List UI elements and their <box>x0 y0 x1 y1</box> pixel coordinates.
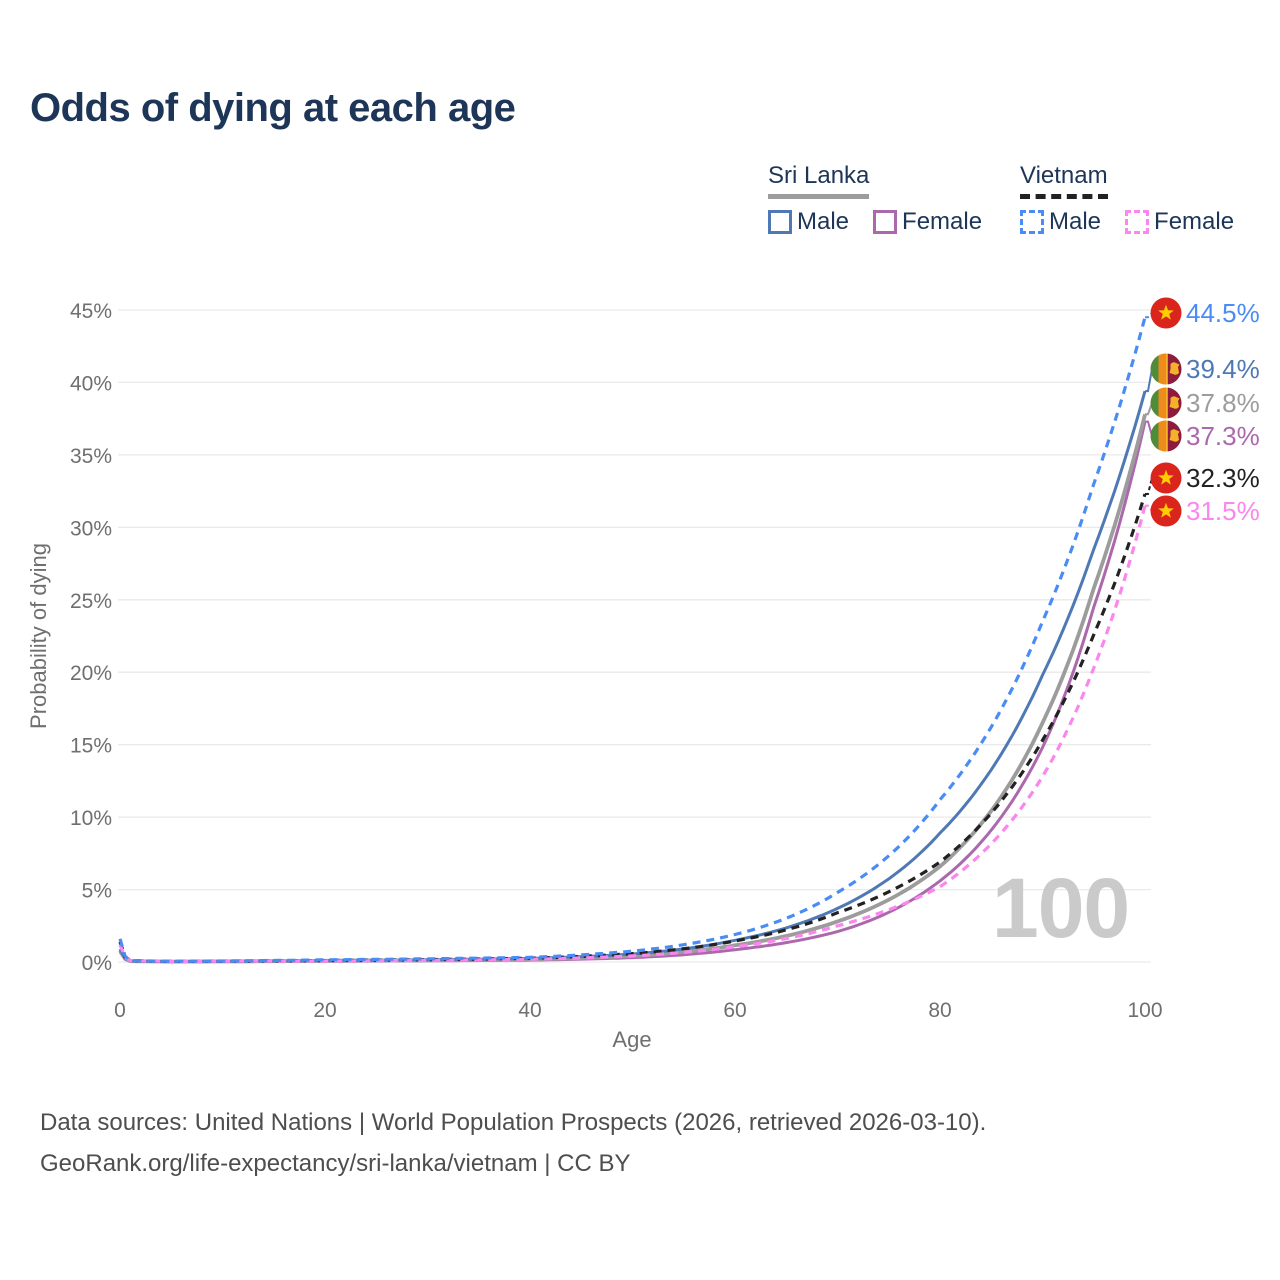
label-connector-vn_male <box>1145 312 1153 319</box>
y-tick-label: 45% <box>70 300 112 323</box>
vietnam-flag-icon <box>1150 495 1182 527</box>
legend-label-sri-lanka-male: Male <box>797 208 850 235</box>
attribution-text: GeoRank.org/life-expectancy/sri-lanka/vi… <box>40 1150 631 1177</box>
x-tick-label: 100 <box>1127 999 1162 1022</box>
legend-country-sri-lanka[interactable]: Sri Lanka <box>768 162 870 199</box>
x-tick-label: 80 <box>928 999 951 1022</box>
legend-country-vietnam[interactable]: Vietnam <box>1020 162 1108 199</box>
footer: Data sources: United Nations | World Pop… <box>40 1102 986 1184</box>
legend-label-vietnam-female: Female <box>1154 208 1235 235</box>
legend-label-vietnam-male: Male <box>1049 208 1102 235</box>
vietnam-flag-icon <box>1150 297 1182 329</box>
label-connector-sl_total <box>1145 402 1153 416</box>
x-tick-label: 0 <box>114 999 126 1022</box>
vietnam-flag-icon <box>1150 462 1182 494</box>
legend-group-sri-lanka: Sri Lanka Male Female <box>768 162 982 236</box>
page-title: Odds of dying at each age <box>30 86 516 130</box>
y-tick-label: 20% <box>70 662 112 685</box>
label-connector-sl_female <box>1145 420 1153 437</box>
y-tick-label: 35% <box>70 445 112 468</box>
legend-item-vietnam-male[interactable]: Male <box>1020 208 1101 236</box>
legend-group-vietnam: Vietnam Male Female <box>1020 162 1234 236</box>
end-value-label-vn_female: 31.5% <box>1186 496 1260 526</box>
y-tick-label: 0% <box>82 952 112 975</box>
end-value-label-sl_female: 37.3% <box>1186 421 1260 451</box>
x-tick-label: 40 <box>518 999 541 1022</box>
data-sources-text: Data sources: United Nations | World Pop… <box>40 1109 987 1136</box>
label-connector-sl_male <box>1145 368 1153 393</box>
legend-item-vietnam-female[interactable]: Female <box>1125 208 1234 236</box>
sri-lanka-flag-icon <box>1150 387 1182 419</box>
legend-swatch-sri-lanka-male[interactable] <box>768 210 792 234</box>
y-axis-title: Probability of dying <box>26 543 51 729</box>
y-tick-label: 30% <box>70 517 112 540</box>
legend-swatch-vietnam-female[interactable] <box>1125 210 1150 234</box>
end-value-label-vn_total: 32.3% <box>1186 463 1260 493</box>
series-line-vn_female <box>118 505 1147 963</box>
end-value-label-sl_male: 39.4% <box>1186 354 1260 384</box>
x-tick-label: 20 <box>313 999 336 1022</box>
y-tick-label: 10% <box>70 807 112 830</box>
end-value-label-vn_male: 44.5% <box>1186 298 1260 328</box>
legend-label-sri-lanka-female: Female <box>902 208 983 235</box>
age-watermark: 100 <box>992 861 1130 955</box>
y-tick-label: 40% <box>70 372 112 395</box>
legend-item-sri-lanka-male[interactable]: Male <box>768 208 849 236</box>
sri-lanka-flag-icon <box>1150 420 1182 452</box>
x-tick-label: 60 <box>723 999 746 1022</box>
legend-item-sri-lanka-female[interactable]: Female <box>873 208 982 236</box>
x-axis-title: Age <box>612 1027 651 1052</box>
legend-swatch-vietnam-male[interactable] <box>1020 210 1044 234</box>
y-tick-label: 15% <box>70 735 112 758</box>
legend-swatch-sri-lanka-female[interactable] <box>873 210 898 234</box>
series-line-vn_male <box>118 316 1147 963</box>
y-tick-label: 25% <box>70 590 112 613</box>
end-value-label-sl_total: 37.8% <box>1186 388 1260 418</box>
y-tick-label: 5% <box>82 880 112 903</box>
label-connector-vn_total <box>1145 477 1153 495</box>
sri-lanka-flag-icon <box>1150 353 1182 385</box>
